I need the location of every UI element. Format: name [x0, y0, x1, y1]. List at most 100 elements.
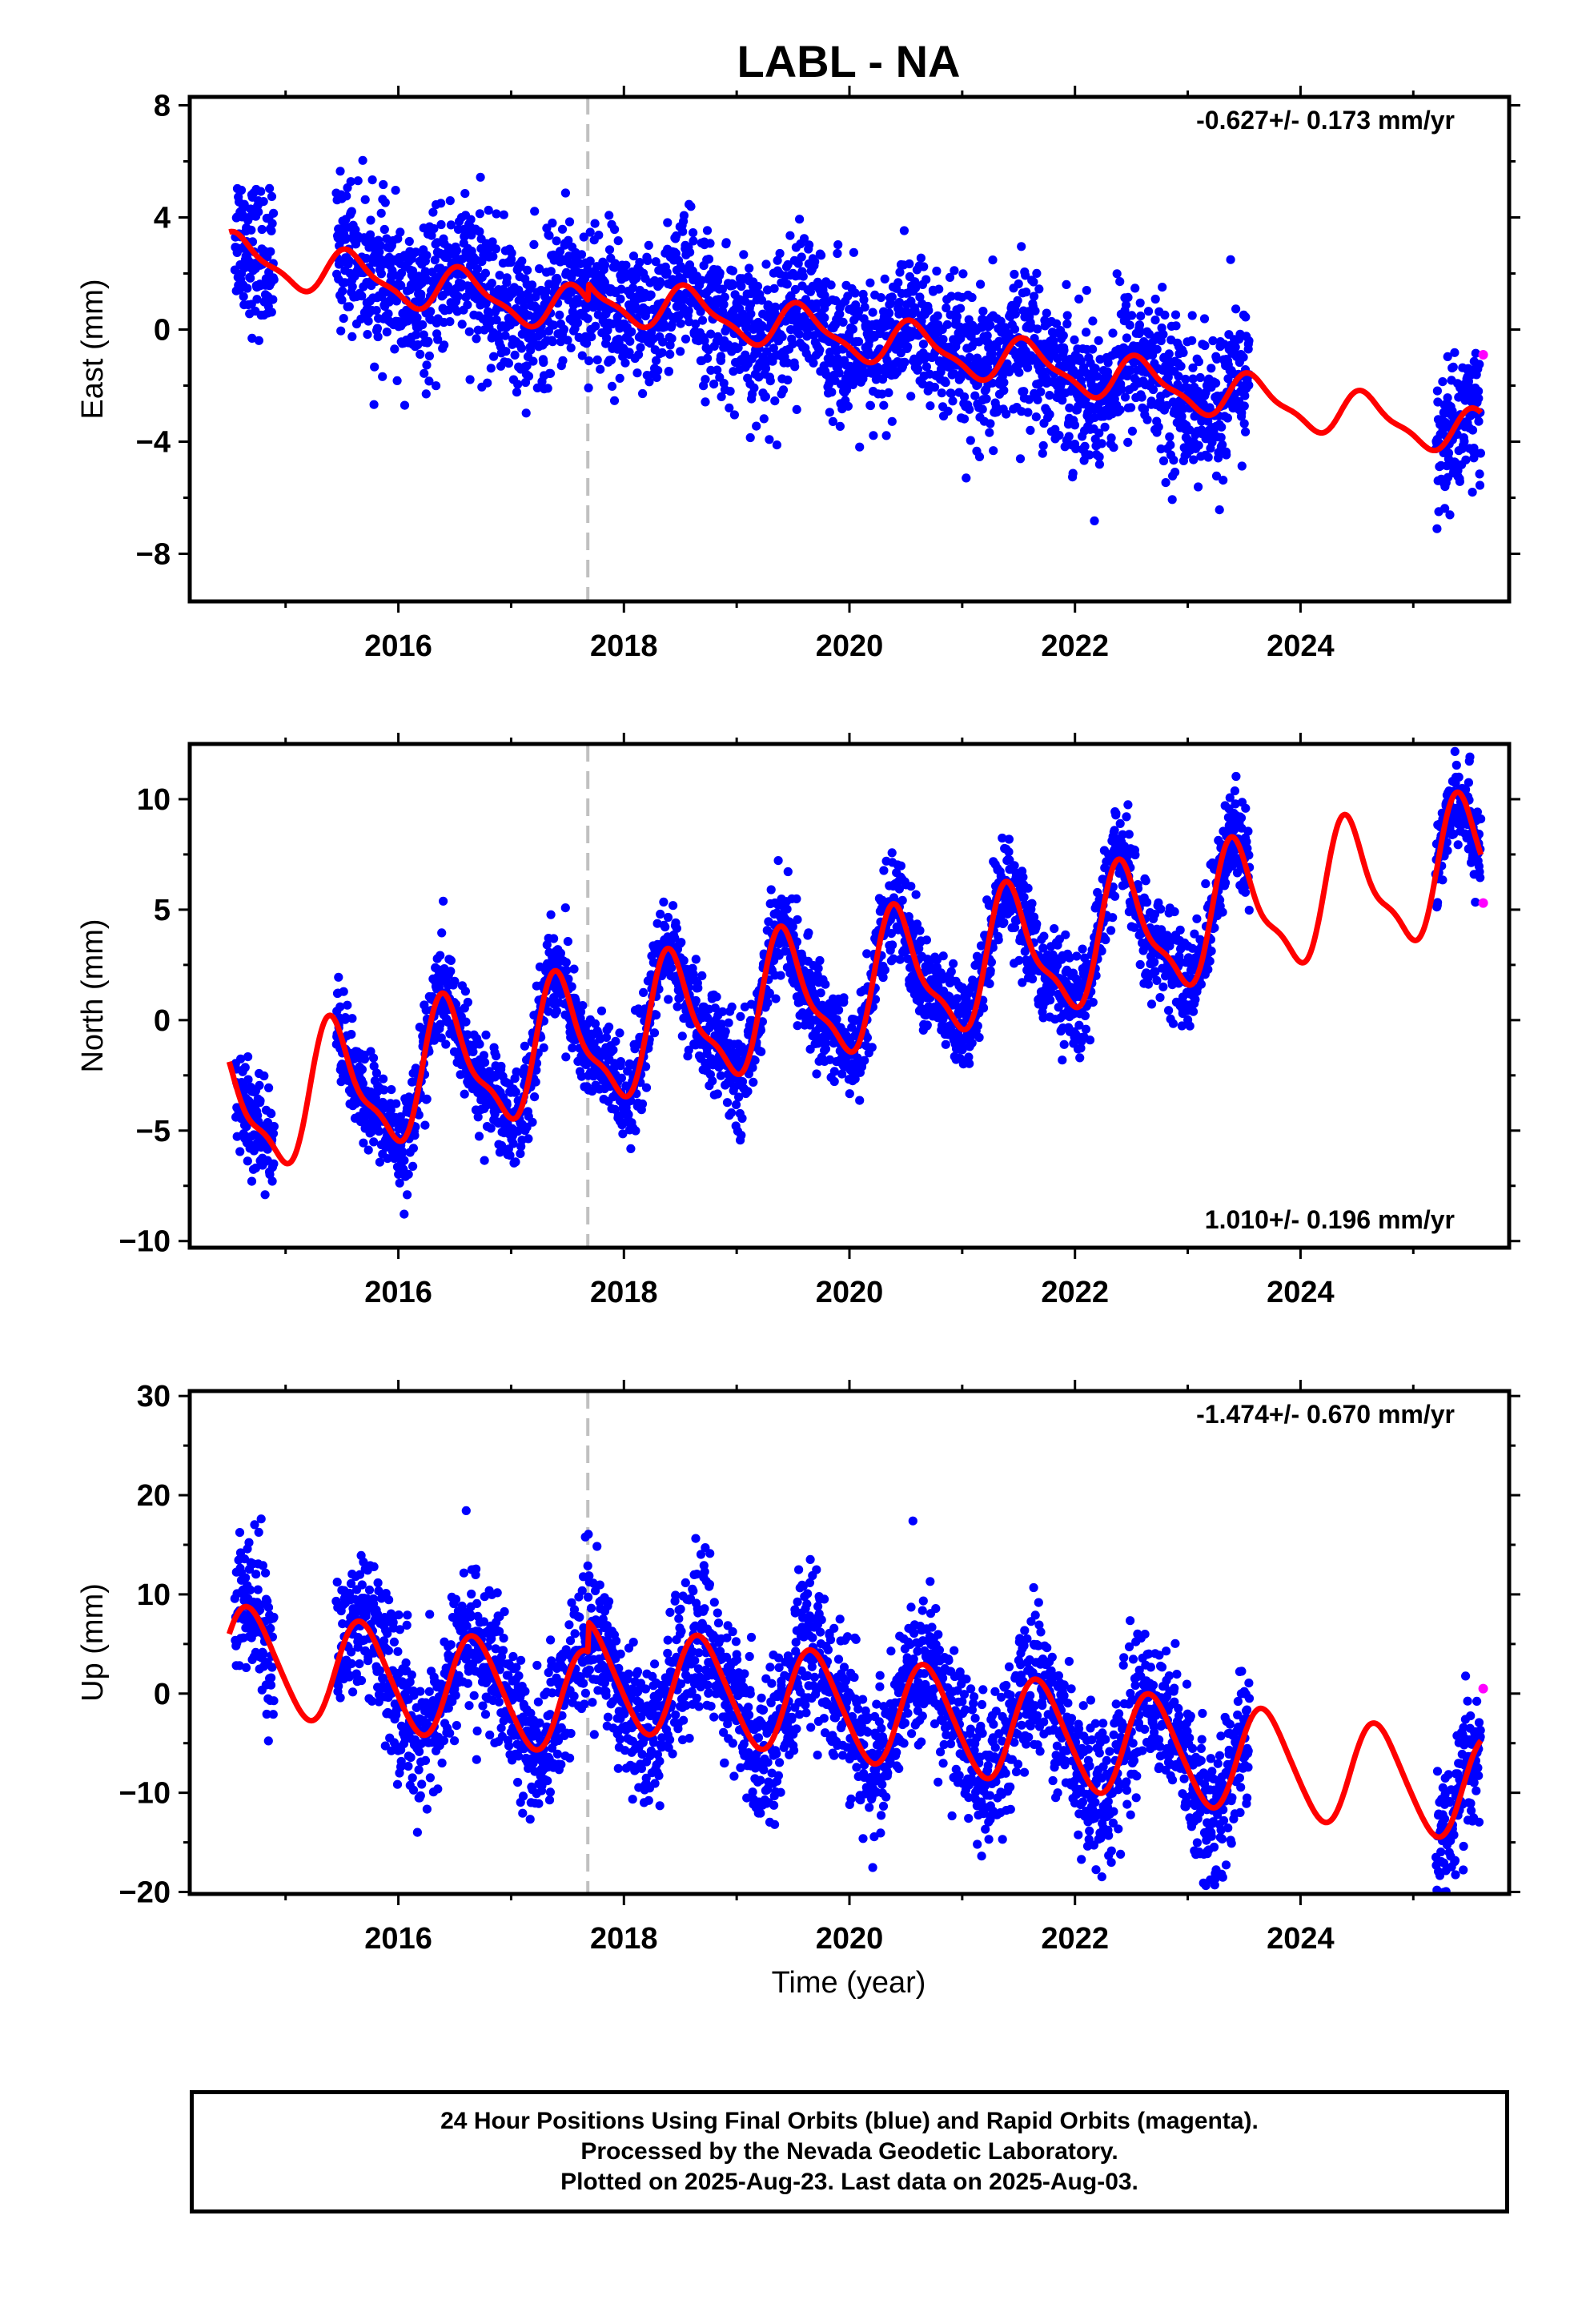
- data-point: [427, 231, 436, 240]
- data-point: [835, 309, 845, 319]
- final-orbit-points-north: [230, 746, 1486, 1219]
- data-point: [1013, 296, 1022, 305]
- data-point: [739, 250, 749, 259]
- data-point: [761, 259, 771, 269]
- data-point: [667, 334, 677, 344]
- data-point: [252, 295, 262, 304]
- data-point: [677, 1031, 687, 1041]
- data-point: [421, 389, 431, 399]
- data-point: [583, 314, 592, 324]
- data-point: [338, 286, 347, 296]
- data-point: [460, 189, 470, 199]
- y-tick-label: 0: [154, 314, 171, 348]
- data-point: [604, 245, 615, 255]
- rapid-orbit-point: [1478, 350, 1488, 360]
- data-point: [1034, 379, 1044, 388]
- data-point: [921, 362, 931, 372]
- data-point: [1036, 387, 1046, 396]
- data-point: [535, 264, 544, 274]
- data-point: [347, 282, 357, 292]
- data-point: [564, 251, 574, 261]
- data-point: [662, 267, 672, 277]
- data-point: [269, 1122, 279, 1132]
- data-point: [429, 223, 439, 234]
- data-point: [921, 275, 931, 284]
- data-point: [591, 321, 600, 331]
- data-point: [403, 1190, 412, 1200]
- data-point: [876, 293, 885, 303]
- data-point: [495, 271, 504, 280]
- data-point: [543, 384, 552, 393]
- data-point: [500, 331, 510, 340]
- data-point: [725, 387, 735, 396]
- data-point: [582, 339, 592, 348]
- data-point: [672, 923, 682, 933]
- data-point: [526, 345, 536, 355]
- data-point: [987, 378, 997, 388]
- data-point: [391, 186, 400, 195]
- data-point: [246, 273, 255, 283]
- data-point: [464, 327, 474, 336]
- data-point: [860, 303, 869, 312]
- data-point: [769, 283, 779, 293]
- data-point: [1158, 330, 1168, 340]
- data-point: [637, 1099, 648, 1109]
- data-point: [809, 358, 818, 368]
- data-point: [845, 1089, 854, 1099]
- data-point: [1004, 367, 1014, 377]
- data-point: [615, 373, 624, 383]
- data-point: [379, 1074, 388, 1084]
- data-point: [865, 400, 875, 411]
- data-point: [359, 1054, 370, 1064]
- data-point: [790, 284, 801, 295]
- data-point: [1194, 482, 1203, 492]
- data-point: [887, 416, 897, 426]
- data-point: [974, 452, 985, 462]
- data-point: [259, 197, 268, 207]
- data-point: [422, 251, 432, 260]
- data-point: [986, 419, 995, 428]
- data-point: [749, 383, 759, 392]
- data-point: [424, 351, 435, 361]
- data-point: [733, 343, 743, 352]
- data-point: [496, 1061, 506, 1072]
- data-point: [359, 1138, 368, 1148]
- data-point: [596, 1006, 607, 1015]
- data-point: [256, 187, 266, 196]
- data-point: [342, 191, 351, 201]
- data-point: [643, 255, 652, 265]
- data-point: [604, 1022, 614, 1031]
- data-point: [663, 912, 673, 923]
- data-point: [911, 283, 921, 293]
- data-point: [750, 1055, 760, 1065]
- data-point: [615, 1028, 624, 1038]
- data-point: [1022, 287, 1031, 297]
- data-point: [579, 232, 588, 242]
- data-point: [888, 940, 897, 950]
- data-point: [483, 378, 492, 388]
- data-point: [560, 188, 571, 198]
- data-point: [1176, 361, 1186, 371]
- data-point: [946, 388, 956, 398]
- data-point: [719, 300, 729, 309]
- data-point: [1203, 452, 1213, 462]
- data-point: [737, 1113, 747, 1124]
- data-point: [762, 347, 772, 356]
- data-point: [820, 313, 829, 323]
- data-point: [396, 227, 405, 237]
- data-point: [1222, 450, 1231, 460]
- data-point: [445, 317, 455, 327]
- data-point: [1152, 344, 1162, 354]
- data-point: [716, 352, 726, 361]
- data-point: [1195, 372, 1205, 383]
- data-point: [1187, 311, 1197, 320]
- data-point: [1212, 354, 1222, 364]
- data-point: [363, 1145, 373, 1155]
- data-point: [924, 306, 934, 316]
- data-point: [1137, 392, 1146, 402]
- data-point: [705, 239, 715, 248]
- data-point: [1244, 336, 1254, 346]
- data-point: [772, 440, 782, 450]
- data-point: [430, 255, 440, 265]
